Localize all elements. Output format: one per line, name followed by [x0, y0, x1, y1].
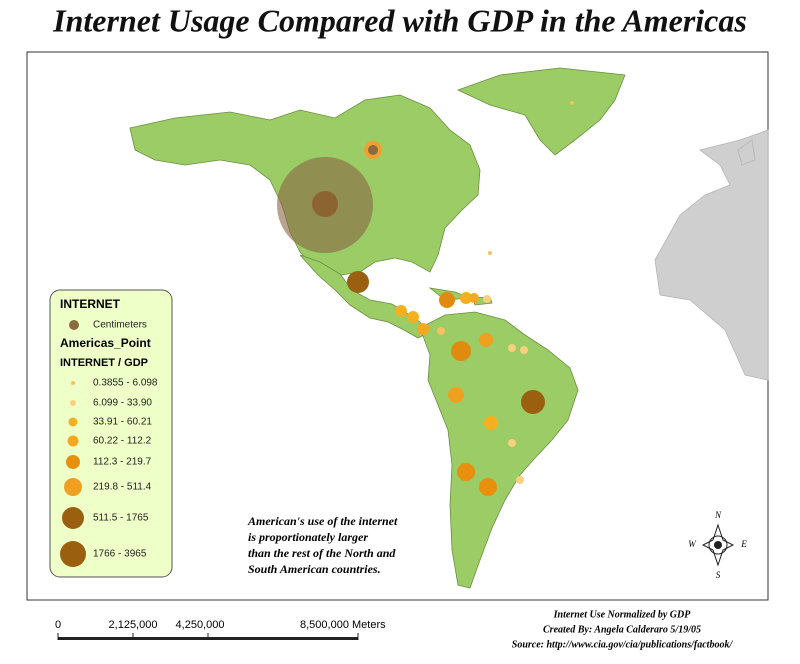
scale-label: 8,500,000 Meters	[300, 619, 386, 631]
scale-bar: 0 2,125,000 4,250,000 8,500,000 Meters	[55, 619, 386, 640]
symbol	[469, 293, 479, 303]
symbol	[520, 346, 528, 354]
legend-class-label: 219.8 - 511.4	[93, 482, 152, 493]
legend-symbol	[71, 381, 75, 385]
credit-line: Created By: Angela Calderaro 5/19/05	[543, 624, 701, 635]
symbol	[508, 439, 516, 447]
symbol	[437, 327, 445, 335]
legend-title: INTERNET	[60, 297, 121, 311]
symbol	[570, 101, 574, 105]
symbol	[417, 323, 429, 335]
compass-n: N	[714, 510, 722, 520]
symbol	[347, 271, 369, 293]
island	[737, 139, 756, 166]
compass-center	[714, 541, 722, 549]
legend-class-label: 0.3855 - 6.098	[93, 378, 158, 389]
annotation-line: is proportionately larger	[248, 530, 368, 544]
annotation-line: American's use of the internet	[247, 514, 398, 528]
scale-label: 0	[55, 619, 61, 631]
scale-label: 2,125,000	[109, 619, 158, 631]
credits: Internet Use Normalized by GDP Created B…	[512, 609, 734, 650]
symbol	[460, 292, 472, 304]
legend-label: Centimeters	[93, 320, 147, 331]
legend-symbol	[66, 455, 80, 469]
annotation-line: South American countries.	[248, 562, 381, 576]
legend-class-label: 112.3 - 219.7	[93, 457, 152, 468]
legend-symbol	[60, 541, 86, 567]
symbol	[521, 390, 545, 414]
title: Internet Usage Compared with GDP in the …	[52, 2, 747, 38]
credit-line: Source: http://www.cia.gov/cia/publicati…	[512, 639, 734, 650]
symbol	[516, 476, 524, 484]
south-america	[419, 311, 579, 589]
legend-symbol	[64, 478, 82, 496]
legend-symbol	[70, 400, 76, 406]
symbol	[479, 478, 497, 496]
legend-class-label: 1766 - 3965	[93, 549, 147, 560]
greenland	[456, 67, 626, 156]
europe-africa	[654, 129, 769, 381]
symbol	[407, 311, 419, 323]
symbol	[312, 191, 338, 217]
legend-class-label: 33.91 - 60.21	[93, 417, 152, 428]
symbol	[484, 416, 498, 430]
legend-class-label: 6.099 - 33.90	[93, 398, 152, 409]
scale-label: 4,250,000	[176, 619, 225, 631]
legend-box	[49, 289, 173, 578]
legend-symbol	[68, 417, 78, 427]
legend-class-label: 60.22 - 112.2	[93, 436, 152, 447]
symbol	[448, 387, 464, 403]
credit-line: Internet Use Normalized by GDP	[553, 609, 692, 620]
legend-field: INTERNET / GDP	[60, 357, 148, 369]
symbol	[451, 341, 471, 361]
symbol	[457, 463, 475, 481]
symbol	[488, 251, 492, 255]
legend-symbol	[69, 320, 79, 330]
symbol	[479, 333, 493, 347]
symbol	[439, 292, 455, 308]
legend-class-label: 511.5 - 1765	[93, 513, 149, 524]
annotation-line: than the rest of the North and	[248, 546, 396, 560]
compass-ring	[708, 535, 728, 555]
compass-e: E	[740, 539, 747, 549]
symbol	[508, 344, 516, 352]
symbol	[483, 295, 491, 303]
legend-symbol	[67, 435, 79, 447]
symbol	[368, 145, 378, 155]
symbols	[277, 101, 574, 496]
annotation: American's use of the internet is propor…	[247, 514, 398, 576]
legend-layer: Americas_Point	[60, 336, 151, 350]
compass-w: W	[688, 539, 697, 549]
compass-s: S	[716, 570, 721, 580]
compass: N S E W	[688, 510, 747, 580]
legend: INTERNET Centimeters Americas_Point INTE…	[49, 289, 173, 578]
symbol	[395, 305, 407, 317]
legend-symbol	[62, 507, 84, 529]
